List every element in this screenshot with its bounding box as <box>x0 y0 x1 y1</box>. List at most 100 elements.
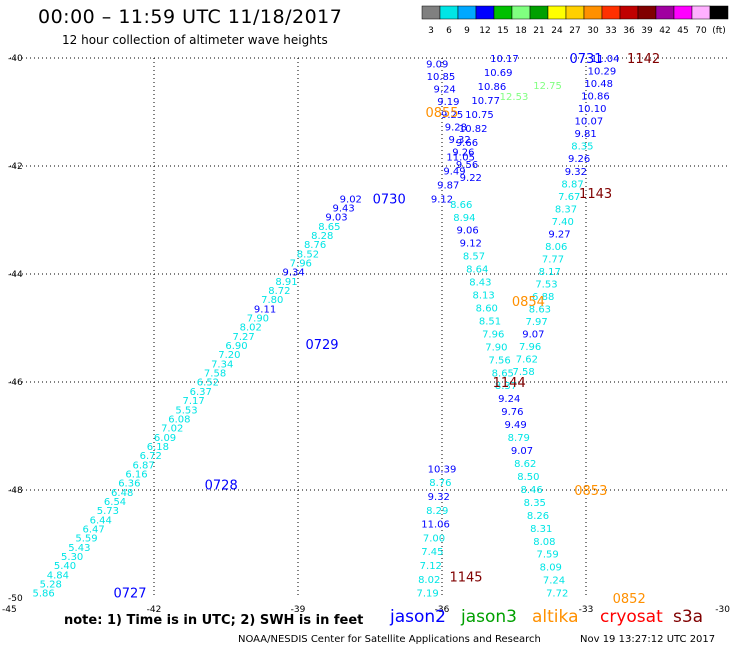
data-label: 8.02 <box>240 323 262 334</box>
data-label: 7.96 <box>519 342 541 353</box>
colorbar-label: 3 <box>428 26 434 36</box>
data-label: 9.32 <box>448 135 470 146</box>
colorbar-label: 12 <box>479 26 490 36</box>
data-label: 8.09 <box>540 563 562 574</box>
data-label: 11.05 <box>446 152 475 163</box>
colorbar-label: 9 <box>464 26 470 36</box>
data-label: 8.94 <box>453 213 475 224</box>
colorbar-swatch <box>493 5 513 20</box>
colorbar-swatch <box>457 5 477 20</box>
data-label: 8.57 <box>463 252 485 263</box>
data-label: 9.66 <box>456 138 478 149</box>
colorbar-swatch <box>547 5 567 20</box>
data-label: 9.34 <box>283 268 305 279</box>
data-label: 6.16 <box>125 469 147 480</box>
colorbar-swatch <box>511 5 531 20</box>
data-label: 9.12 <box>431 194 453 205</box>
colorbar-label: 15 <box>497 26 508 36</box>
data-label: 7.58 <box>204 369 226 380</box>
footer-credit: NOAA/NESDIS Center for Satellite Applica… <box>238 634 541 645</box>
data-label: 7.02 <box>161 424 183 435</box>
data-label: 10.48 <box>584 79 613 90</box>
colorbar-swatch <box>691 5 711 20</box>
data-label: 5.28 <box>40 579 62 590</box>
data-label: 6.87 <box>132 460 154 471</box>
data-label: 6.09 <box>154 433 176 444</box>
data-label: 8.28 <box>311 231 333 242</box>
data-label: 8.66 <box>450 200 472 211</box>
data-label: 8.02 <box>418 575 440 586</box>
data-label: 8.91 <box>275 277 297 288</box>
data-label: 10.07 <box>575 117 604 128</box>
data-label: 6.18 <box>147 442 169 453</box>
data-label: 6.44 <box>90 515 112 526</box>
data-label: 7.27 <box>233 332 255 343</box>
data-label: 7.53 <box>535 280 557 291</box>
data-label: 7.90 <box>485 342 507 353</box>
data-label: 8.37 <box>555 204 577 215</box>
colorbar-label: 33 <box>605 26 616 36</box>
data-label: 8.52 <box>297 249 319 260</box>
data-label: 9.32 <box>428 492 450 503</box>
pass-time-label: 1142 <box>627 52 660 67</box>
data-label: 6.47 <box>82 524 104 535</box>
data-label: 9.09 <box>426 59 448 70</box>
colorbar-label: 24 <box>551 26 563 36</box>
pass-time-label: 0855 <box>425 106 458 121</box>
colorbar-label: 18 <box>515 26 527 36</box>
data-label: 10.17 <box>490 54 519 65</box>
data-label: 8.60 <box>476 303 498 314</box>
data-label: 6.88 <box>532 292 554 303</box>
data-label: 7.77 <box>542 254 564 265</box>
colorbar-label: 70 <box>695 26 707 36</box>
data-label: 9.56 <box>456 160 478 171</box>
colorbar-swatch <box>601 5 621 20</box>
data-label: 9.07 <box>511 446 533 457</box>
data-label: 11.04 <box>591 54 620 65</box>
units-note: note: 1) Time is in UTC; 2) SWH is in fe… <box>64 613 364 628</box>
x-tick-label: -33 <box>579 605 594 615</box>
data-label: 4.84 <box>47 570 69 581</box>
data-label: 10.86 <box>478 82 507 93</box>
pass-time-label: 1145 <box>449 570 482 585</box>
data-label: 8.72 <box>268 286 290 297</box>
data-label: 8.35 <box>524 498 546 509</box>
data-label: 10.82 <box>459 124 488 135</box>
data-label: 7.24 <box>543 576 565 587</box>
data-label: 9.25 <box>441 110 463 121</box>
data-label: 7.96 <box>290 259 312 270</box>
data-label: 8.76 <box>304 240 326 251</box>
data-label: 5.30 <box>61 552 83 563</box>
chart-subtitle: 12 hour collection of altimeter wave hei… <box>62 33 328 47</box>
data-label: 9.26 <box>452 148 474 159</box>
legend-s3a: s3a <box>673 607 704 627</box>
data-label: 7.40 <box>552 217 574 228</box>
footer-timestamp: Nov 19 13:27:12 UTC 2017 <box>580 634 716 645</box>
x-tick-label: -30 <box>715 605 730 615</box>
data-label: 12.75 <box>533 81 562 92</box>
data-label: 9.43 <box>333 204 355 215</box>
data-label: 9.02 <box>340 194 362 205</box>
data-label: 5.86 <box>32 589 54 600</box>
x-tick-label: -39 <box>291 605 306 615</box>
x-tick-label: -36 <box>435 605 450 615</box>
pass-time-label: 0728 <box>205 479 238 494</box>
data-label: 8.65 <box>318 222 340 233</box>
data-label: 9.81 <box>574 129 596 140</box>
data-label: 9.06 <box>456 226 478 237</box>
data-label: 10.77 <box>471 96 500 107</box>
y-tick-label: -40 <box>8 54 23 64</box>
data-label: 8.51 <box>479 316 501 327</box>
data-label: 8.43 <box>469 278 491 289</box>
data-label: 9.22 <box>460 173 482 184</box>
pass-time-label: 1144 <box>493 376 526 391</box>
colorbar-swatch <box>475 5 495 20</box>
data-label: 12.53 <box>500 92 529 103</box>
data-label: 9.27 <box>548 229 570 240</box>
data-label: 7.00 <box>423 533 445 544</box>
x-tick-label: -42 <box>147 605 162 615</box>
page-title: 00:00 – 11:59 UTC 11/18/2017 <box>38 6 343 28</box>
data-label: 8.46 <box>520 485 542 496</box>
data-label: 8.50 <box>517 472 539 483</box>
data-label: 7.56 <box>488 355 510 366</box>
